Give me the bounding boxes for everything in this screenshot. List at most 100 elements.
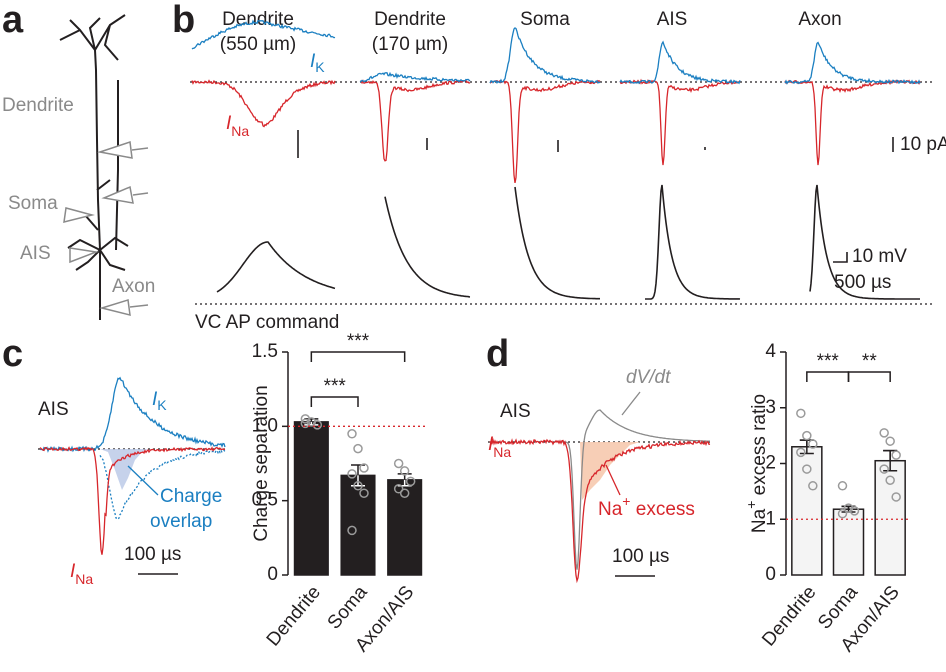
y-label-rest: excess ratio bbox=[749, 394, 770, 501]
significance-label: *** bbox=[347, 331, 370, 352]
trace bbox=[191, 19, 336, 50]
trace bbox=[809, 184, 920, 300]
ina-label: INa bbox=[488, 434, 511, 460]
data-point bbox=[879, 464, 889, 474]
trace bbox=[39, 446, 226, 555]
data-point bbox=[300, 418, 311, 429]
trace bbox=[560, 409, 710, 570]
data-point bbox=[808, 481, 818, 491]
data-point bbox=[359, 488, 369, 498]
electrodes bbox=[63, 140, 149, 316]
data-point bbox=[393, 484, 404, 494]
significance-label: *** bbox=[817, 351, 840, 372]
data-point bbox=[808, 439, 818, 449]
data-point bbox=[802, 430, 812, 441]
trace bbox=[359, 79, 471, 162]
y-tick-label: 1 bbox=[765, 508, 776, 529]
column-title: (170 µm) bbox=[372, 34, 448, 55]
column-title: (550 µm) bbox=[220, 34, 296, 55]
data-point bbox=[399, 488, 410, 498]
subscript: Na bbox=[493, 444, 511, 460]
rest: excess bbox=[630, 499, 694, 520]
part-label: Dendrite bbox=[2, 95, 74, 116]
trace bbox=[645, 184, 741, 300]
command-label: VC AP command bbox=[195, 312, 339, 333]
data-point bbox=[796, 408, 806, 419]
scale-label: 100 µs bbox=[612, 546, 669, 567]
trace bbox=[514, 186, 600, 300]
data-point bbox=[796, 447, 806, 458]
significance-bracket bbox=[847, 371, 891, 382]
overlap-shade bbox=[100, 449, 148, 490]
bar bbox=[791, 446, 823, 576]
y-tick-label: 0 bbox=[267, 564, 278, 585]
y-tick-label: 2 bbox=[765, 453, 776, 474]
y-axis-label: Charge separation bbox=[251, 385, 272, 541]
significance-label: *** bbox=[324, 376, 347, 397]
y-tick-label: 1.0 bbox=[252, 415, 278, 436]
annotation: overlap bbox=[150, 511, 212, 532]
data-point bbox=[359, 463, 369, 473]
data-point bbox=[353, 443, 363, 454]
scale-label: 10 mV bbox=[852, 246, 907, 267]
pointer bbox=[621, 391, 641, 416]
data-point bbox=[849, 506, 860, 516]
excess-shade bbox=[580, 442, 640, 500]
ina-label: INa bbox=[70, 561, 93, 587]
part-label: Soma bbox=[8, 193, 58, 214]
symbol: I bbox=[310, 51, 316, 72]
pointer bbox=[605, 464, 621, 496]
column-title: Axon bbox=[798, 9, 841, 30]
trace bbox=[619, 40, 741, 85]
bar bbox=[874, 459, 906, 576]
panel-label: c bbox=[2, 333, 23, 375]
trace bbox=[359, 71, 471, 83]
significance-label: ** bbox=[862, 351, 877, 372]
annotation: Na+ excess bbox=[598, 493, 695, 520]
error-cap bbox=[799, 439, 814, 447]
data-point bbox=[312, 420, 323, 430]
ik-label: IK bbox=[152, 389, 167, 413]
column-title: Dendrite bbox=[374, 9, 446, 30]
y-label-base: Na bbox=[749, 508, 770, 533]
data-point bbox=[353, 481, 363, 491]
data-point bbox=[399, 466, 410, 476]
x-tick-label: Dendrite bbox=[263, 582, 325, 651]
subscript: K bbox=[157, 397, 167, 413]
trace bbox=[99, 449, 226, 521]
panel-label: b bbox=[172, 0, 195, 41]
scale-label: 100 µs bbox=[124, 544, 181, 565]
data-point bbox=[347, 469, 357, 479]
symbol: I bbox=[152, 389, 158, 410]
data-point bbox=[347, 525, 357, 536]
y-tick-label: 0 bbox=[765, 564, 776, 585]
symbol: I bbox=[70, 561, 76, 582]
scale-bars bbox=[297, 130, 894, 263]
data-point bbox=[802, 464, 812, 474]
y-label-base: Charge separation bbox=[251, 385, 272, 541]
traces bbox=[39, 19, 921, 584]
y-tick-label: 0.5 bbox=[252, 490, 278, 511]
data-point bbox=[347, 429, 357, 439]
data-point bbox=[405, 476, 416, 487]
symbol: I bbox=[488, 434, 494, 455]
y-tick-label: 1.5 bbox=[252, 341, 278, 362]
symbol: I bbox=[226, 113, 232, 134]
data-point bbox=[885, 436, 895, 446]
panel-label: d bbox=[486, 333, 509, 375]
annotation: dV/dt bbox=[626, 367, 671, 388]
data-point bbox=[837, 481, 848, 491]
data-point bbox=[837, 508, 848, 519]
scale-label: 500 µs bbox=[834, 272, 891, 293]
significance-bracket bbox=[806, 371, 850, 382]
trace bbox=[191, 79, 336, 128]
significance-bracket bbox=[310, 351, 406, 362]
trace bbox=[784, 41, 921, 85]
ik-label: IK bbox=[310, 51, 325, 75]
bar bbox=[387, 479, 423, 576]
site-label: AIS bbox=[38, 399, 69, 420]
part-label: AIS bbox=[20, 243, 51, 264]
trace bbox=[384, 196, 471, 298]
data-point bbox=[393, 458, 404, 469]
